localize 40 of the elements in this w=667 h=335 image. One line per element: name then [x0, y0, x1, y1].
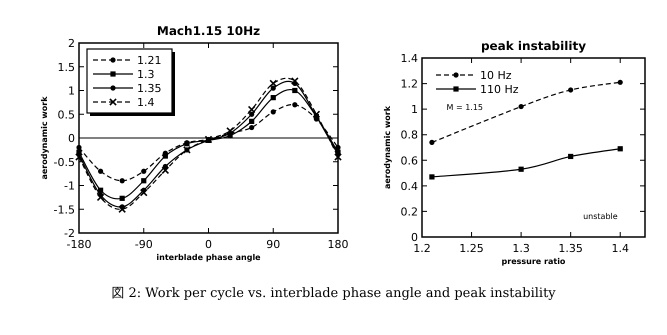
x-tick-label: 1.3 [512, 242, 530, 255]
y-tick-label: -0.5 [54, 156, 75, 169]
caption: 図 2: Work per cycle vs. interblade phase angle and peak instability [111, 286, 556, 301]
legend-label: 1.3 [137, 68, 154, 81]
legend-label: 1.35 [137, 82, 162, 95]
annotation: M = 1.15 [446, 102, 484, 112]
x-tick-label: 180 [328, 238, 348, 251]
legend-label: 110 Hz [480, 83, 519, 96]
x-tick-label: -180 [66, 238, 92, 251]
y-tick-label: 0 [68, 132, 75, 145]
y-tick-label: -1 [64, 180, 75, 192]
y-tick-label: -1.5 [54, 203, 75, 216]
y-tick-label: -2 [64, 227, 75, 240]
x-axis-title: interblade phase angle [156, 253, 262, 262]
y-tick-label: 2 [68, 37, 75, 50]
annotation: unstable [583, 212, 618, 222]
legend-label: 10 Hz [480, 69, 512, 82]
y-tick-label: 1 [411, 103, 418, 116]
y-tick-label: 0.5 [58, 108, 75, 122]
y-tick-label: 1.2 [400, 78, 418, 91]
y-tick-label: 0.8 [400, 128, 418, 142]
legend-label: 1.4 [137, 96, 154, 109]
x-tick-label: 90 [266, 238, 280, 251]
y-tick-label: 0.6 [400, 154, 418, 168]
x-tick-label: 1.35 [558, 242, 583, 255]
chart-title: peak instability [480, 39, 586, 53]
y-tick-label: 0.2 [400, 205, 418, 218]
y-tick-label: 1 [68, 84, 75, 98]
y-tick-label: 0.4 [400, 180, 418, 193]
x-tick-label: 1.4 [611, 242, 629, 255]
x-tick-label: 0 [205, 238, 212, 251]
y-axis-title: aerodynamic work [383, 105, 392, 190]
x-tick-label: 1.25 [459, 242, 484, 255]
y-tick-label: 1.4 [400, 52, 418, 65]
x-tick-label: -90 [134, 238, 153, 251]
y-axis-title: aerodynamic work [40, 96, 49, 180]
x-axis-title: pressure ratio [502, 257, 566, 266]
legend-label: 1.21 [137, 54, 162, 67]
chart-title: Mach1.15 10Hz [156, 24, 260, 38]
y-tick-label: 1.5 [58, 60, 75, 74]
